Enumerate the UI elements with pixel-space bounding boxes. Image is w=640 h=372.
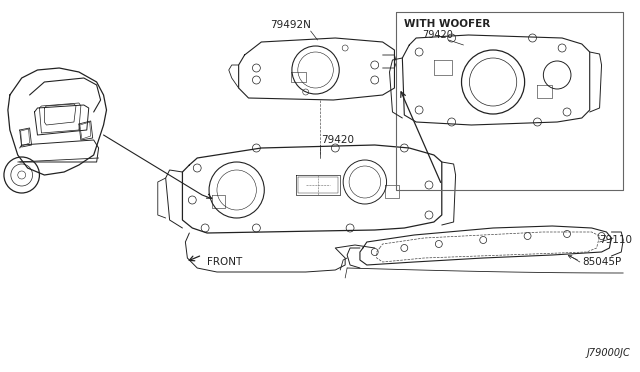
Text: 79420: 79420 <box>422 30 453 40</box>
Text: J79000JC: J79000JC <box>587 348 630 358</box>
Text: 85045P: 85045P <box>582 257 621 267</box>
Text: 79420: 79420 <box>321 135 355 145</box>
Text: WITH WOOFER: WITH WOOFER <box>404 19 491 29</box>
Text: FRONT: FRONT <box>207 257 243 267</box>
Text: 79110: 79110 <box>600 235 632 245</box>
Text: 79492N: 79492N <box>271 20 311 30</box>
